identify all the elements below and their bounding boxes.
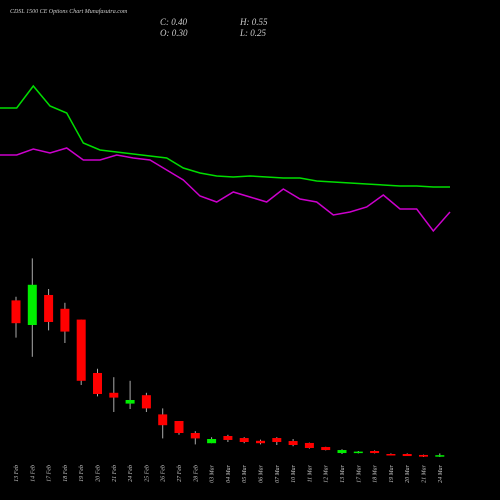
x-tick-label: 19 Mar <box>389 464 395 482</box>
x-tick-label: 13 Feb <box>14 465 20 482</box>
candle-body <box>60 308 70 332</box>
x-tick-label: 10 Mar <box>291 464 297 482</box>
candle-body <box>256 440 265 444</box>
candle-body <box>239 438 249 442</box>
candle-body <box>402 453 412 457</box>
candle-body <box>337 450 347 454</box>
x-tick-label: 20 Feb <box>96 465 102 482</box>
x-tick-label: 17 Feb <box>47 465 53 482</box>
candle-body <box>11 300 21 324</box>
candle-body <box>109 392 119 398</box>
x-tick-label: 06 Mar <box>259 464 265 482</box>
candle-body <box>207 438 217 444</box>
x-tick-label: 05 Mar <box>242 464 248 482</box>
candle-body <box>174 420 184 433</box>
x-tick-label: 14 Feb <box>29 465 36 482</box>
open-label: O: 0.30 <box>160 28 188 38</box>
x-tick-label: 26 Feb <box>161 465 167 482</box>
x-tick-label: 18 Feb <box>63 465 69 482</box>
x-tick-label: 28 Feb <box>193 465 199 482</box>
x-tick-label: 11 Mar <box>307 464 313 482</box>
candle-body <box>386 453 396 456</box>
candle-body <box>44 294 54 322</box>
candle-body <box>419 454 428 457</box>
x-tick-label: 04 Mar <box>225 464 232 482</box>
candle-body <box>435 455 445 457</box>
x-tick-label: 07 Mar <box>275 464 281 482</box>
candle-body <box>272 438 282 442</box>
candle-body <box>125 399 135 404</box>
x-tick-label: 19 Feb <box>79 465 85 482</box>
candle-body <box>27 284 37 325</box>
high-label: H: 0.55 <box>239 17 268 27</box>
candle-body <box>353 451 363 454</box>
x-tick-label: 21 Feb <box>112 465 118 482</box>
average-line <box>0 147 451 233</box>
low-label: L: 0.25 <box>239 28 267 38</box>
x-tick-label: 20 Mar <box>405 464 411 482</box>
candle-body <box>141 395 151 409</box>
candle-body <box>223 435 233 440</box>
x-tick-label: 27 Feb <box>177 465 183 482</box>
candle-body <box>321 447 331 451</box>
average-line <box>0 84 450 188</box>
candle-body <box>76 319 86 381</box>
candle-body <box>158 414 168 426</box>
candle-body <box>370 450 380 454</box>
candle-body <box>288 441 298 445</box>
close-label: C: 0.40 <box>160 17 188 27</box>
x-tick-label: 24 Feb <box>127 465 134 482</box>
x-tick-label: 13 Mar <box>340 464 346 482</box>
candle-body <box>190 432 200 439</box>
x-tick-label: 24 Mar <box>437 464 444 482</box>
candle-body <box>304 442 314 448</box>
x-tick-label: 21 Mar <box>422 464 428 482</box>
x-tick-label: 12 Mar <box>324 464 330 482</box>
chart-title: CDSL 1500 CE Options Chart Munafasutra.c… <box>10 8 128 15</box>
x-tick-label: 25 Feb <box>144 465 150 482</box>
candle-body <box>93 372 102 394</box>
x-tick-label: 03 Mar <box>210 464 216 482</box>
x-tick-label: 17 Mar <box>356 464 362 482</box>
x-tick-label: 18 Mar <box>373 464 379 482</box>
